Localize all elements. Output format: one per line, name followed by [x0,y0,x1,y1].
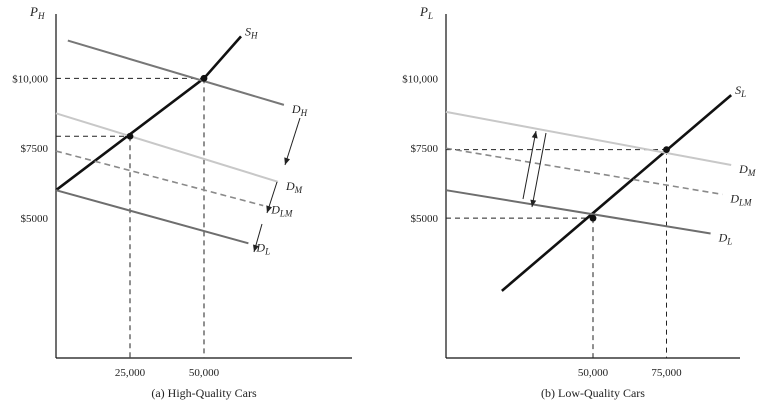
y-axis-label: PH [29,4,45,21]
curve-d-m [55,112,279,183]
equilibrium-point-1 [126,132,134,140]
y-tick-label: $5000 [21,213,49,225]
curve-d-l [445,189,711,235]
curve-d-h [67,39,285,106]
curve-d-l [55,189,249,245]
label-d-l: DL [255,240,270,256]
curve-d-m [445,110,732,167]
x-tick-label: 50,000 [189,367,220,379]
label-s-h: SH [245,24,258,40]
panel-low-quality: SL DM DLM DL 50,000 75,000 $10,000 $7500 $5000 PL… [402,4,756,400]
x-tick-label: 75,000 [651,367,682,379]
curve-d-lm [445,147,723,196]
label-s-l: SL [735,83,746,99]
equilibrium-point-1 [663,146,670,154]
panel-caption: (b) Low-Quality Cars [541,386,645,400]
y-tick-label: $5000 [411,213,439,225]
panel-caption: (a) High-Quality Cars [151,386,257,400]
shift-arrow-up-dl-to-dm [522,130,538,200]
panel-high-quality: SH DH DM DLM DL 25,000 50,000 $10,000 $7500 $5000… [12,4,352,400]
label-d-h: DH [291,102,308,118]
equilibrium-point-0 [589,214,597,222]
shift-arrow-down-dm-to-dl [530,132,547,208]
label-d-lm: DLM [729,191,752,207]
y-tick-label: $7500 [21,143,49,155]
y-axis-label: PL [419,4,433,21]
curve-d-lm [55,150,264,207]
shift-arrow-dh-to-dm [284,117,301,166]
y-tick-label: $10,000 [402,73,438,85]
curve-s-h [55,35,242,192]
equilibrium-point-0 [200,74,208,82]
y-tick-label: $7500 [411,143,439,155]
shift-arrow-dm-to-dlm [266,181,278,214]
y-tick-label: $10,000 [12,73,48,85]
label-d-lm: DLM [270,203,293,219]
label-d-l: DL [718,231,733,247]
x-tick-label: 25,000 [115,367,146,379]
curve-s-l [501,94,733,292]
x-tick-label: 50,000 [578,367,609,379]
label-d-m: DM [738,162,756,178]
shift-arrow-dlm-to-dl [253,223,263,253]
label-d-m: DM [285,179,303,195]
